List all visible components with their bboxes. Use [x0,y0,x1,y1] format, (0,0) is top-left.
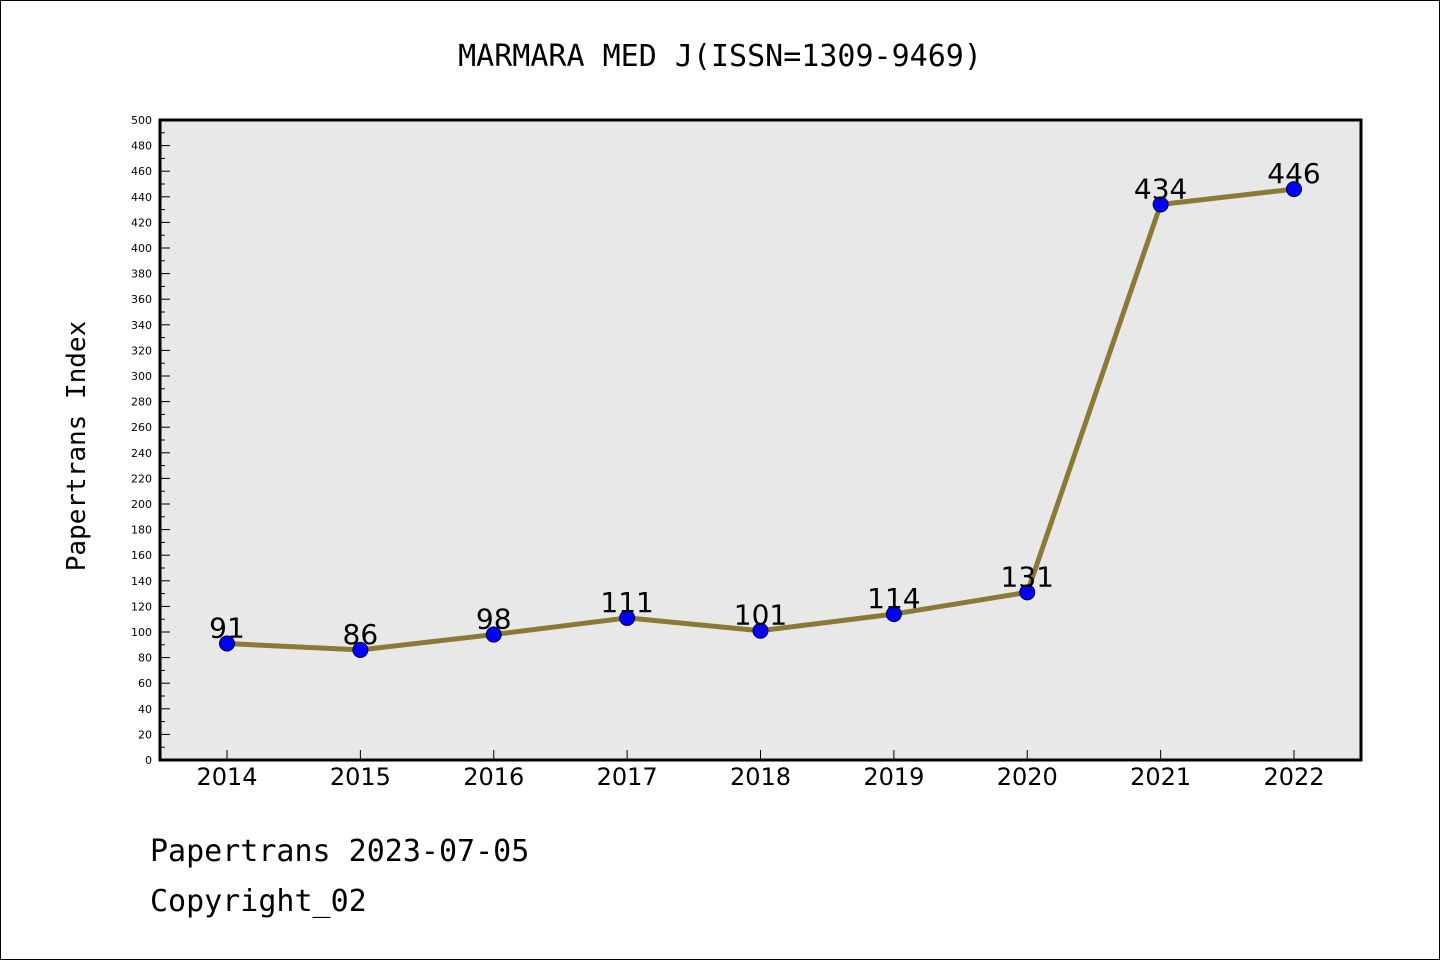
data-point [219,635,235,652]
data-label: 86 [343,618,379,651]
data-point [485,626,502,643]
y-tick-label: 60 [138,677,152,690]
data-point [1019,584,1036,601]
y-tick-label: 120 [131,600,152,613]
x-tick-label: 2015 [330,763,391,791]
data-point [752,622,769,639]
data-label: 131 [1001,560,1054,593]
y-tick-label: 140 [131,575,152,588]
y-tick-label: 20 [138,728,152,741]
y-tick-label: 380 [131,268,152,281]
x-tick-label: 2019 [863,763,924,791]
x-tick-label: 2021 [1130,763,1191,791]
y-tick-label: 420 [131,216,152,229]
data-label: 91 [209,612,245,645]
y-tick-label: 240 [131,447,152,460]
data-points [219,181,1302,658]
x-tick-label: 2018 [730,763,791,791]
y-tick-label: 220 [131,472,152,485]
y-tick-label: 100 [131,626,152,639]
data-point [1152,196,1169,213]
y-tick-label: 440 [131,191,152,204]
y-tick-label: 500 [131,114,152,127]
y-tick-label: 40 [138,703,152,716]
y-axis: 0 20 40 60 80 100 120 140 160 180 200 220 240 260 280 3… [131,114,170,767]
data-label: 446 [1267,157,1320,190]
footer-copyright: Copyright_02 [150,884,367,919]
data-label: 101 [734,599,787,632]
data-label: 434 [1134,172,1187,205]
x-tick-label: 2016 [463,763,524,791]
y-tick-label: 260 [131,421,152,434]
y-tick-label: 280 [131,396,152,409]
footer-date: Papertrans 2023-07-05 [150,834,530,869]
x-tick-label: 2020 [997,763,1058,791]
data-point [1286,181,1302,198]
y-tick-label: 300 [131,370,152,383]
y-tick-label: 360 [131,293,152,306]
y-tick-label: 460 [131,165,152,178]
x-tick-label: 2022 [1263,763,1324,791]
data-point [619,609,636,626]
data-point [885,606,902,623]
x-axis: 2014 2015 2016 2017 2018 2019 2020 2021 2022 [196,750,1325,791]
y-tick-label: 320 [131,344,152,357]
data-label: 114 [867,582,920,615]
x-tick-label: 2017 [597,763,658,791]
y-tick-label: 480 [131,140,152,153]
y-tick-label: 200 [131,498,152,511]
plot-border [158,118,1363,762]
data-label: 111 [600,586,653,619]
x-tick-label: 2014 [196,763,257,791]
y-tick-label: 180 [131,524,152,537]
data-point [352,641,369,658]
plot-area [160,120,1361,760]
y-tick-label: 160 [131,549,152,562]
y-tick-label: 0 [145,754,152,767]
data-label: 98 [476,603,512,636]
data-labels: 91 86 98 111 101 114 131 434 446 [209,157,1321,651]
y-tick-label: 400 [131,242,152,255]
y-axis-label: Papertrans Index [62,321,92,571]
y-tick-label: 80 [138,652,152,665]
chart-title: MARMARA MED J(ISSN=1309-9469) [458,39,982,74]
y-tick-label: 340 [131,319,152,332]
